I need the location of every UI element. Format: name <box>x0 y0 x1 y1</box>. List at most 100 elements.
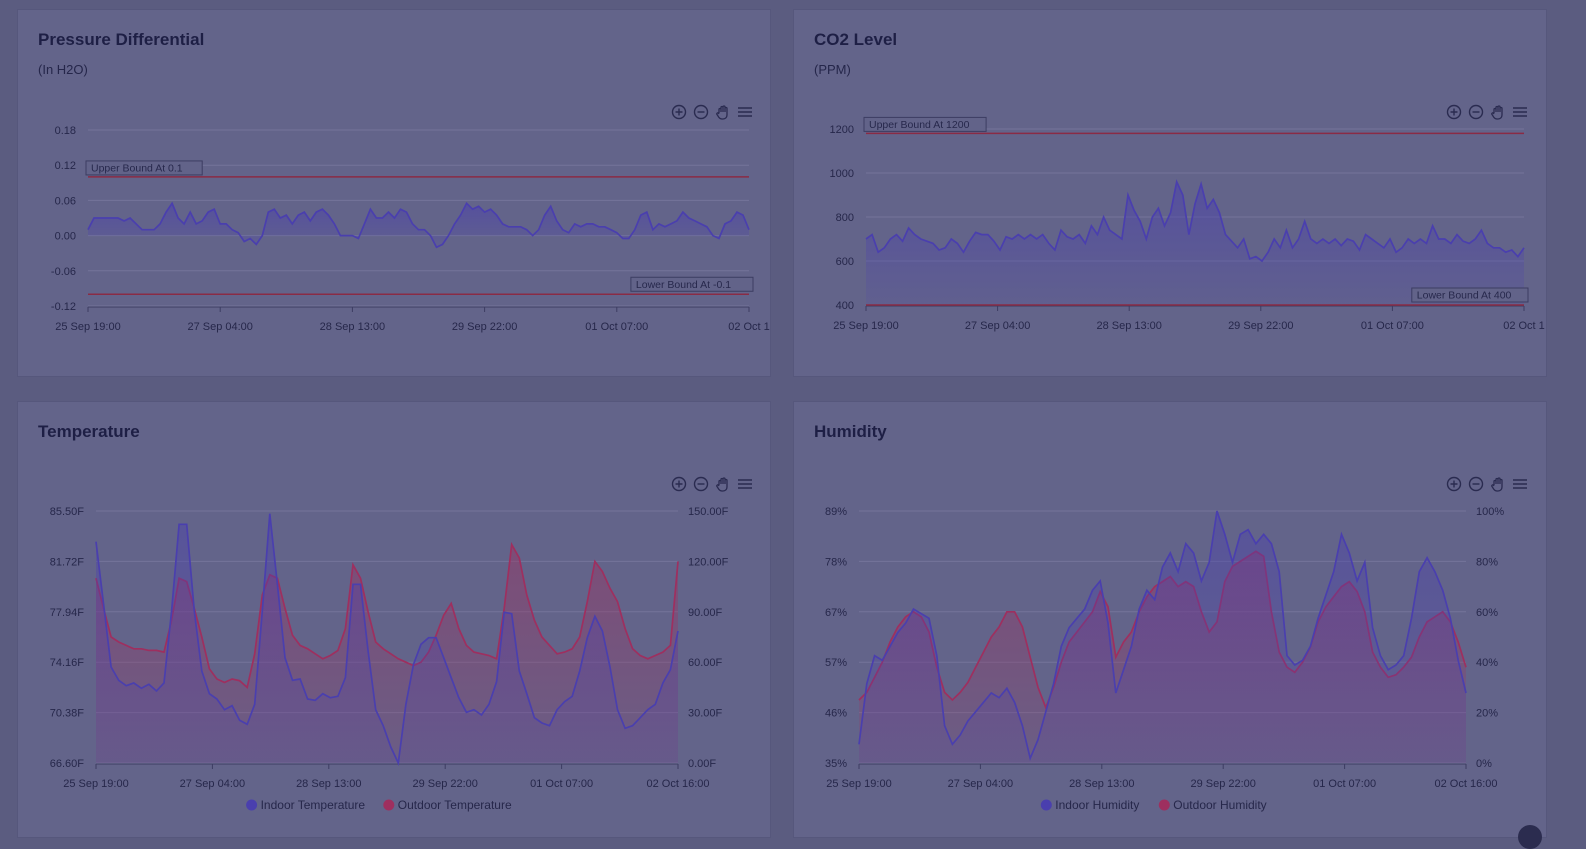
temperature-y-tick-label: 85.50F <box>50 506 85 518</box>
zoom-out-icon[interactable] <box>692 103 710 121</box>
humidity-x-tick-label: 25 Sep 19:00 <box>826 778 891 790</box>
humidity-x-tick-label: 28 Sep 13:00 <box>1069 778 1134 790</box>
co2-y-tick-label: 400 <box>836 300 854 312</box>
zoom-out-icon[interactable] <box>692 475 710 493</box>
co2-x-tick-label: 27 Sep 04:00 <box>965 320 1030 332</box>
temperature-y-tick-label: 66.60F <box>50 758 85 770</box>
humidity-series-area <box>859 511 1466 763</box>
humidity-x-tick-label: 29 Sep 22:00 <box>1190 778 1255 790</box>
humidity-y2-tick-label: 20% <box>1476 708 1498 720</box>
pressure-bound-label: Upper Bound At 0.1 <box>85 160 203 176</box>
temperature-series-area <box>96 544 678 763</box>
pressure-y-tick-label: -0.12 <box>51 301 76 313</box>
temperature-legend-item[interactable]: Indoor Temperature <box>246 798 365 812</box>
menu-icon[interactable] <box>736 475 754 493</box>
co2-x-tick-label: 01 Oct 07:00 <box>1361 320 1424 332</box>
co2-y-tick-label: 800 <box>836 212 854 224</box>
humidity-y-tick-label: 78% <box>825 556 847 568</box>
pressure-x-tick-label: 25 Sep 19:00 <box>55 321 120 333</box>
pressure-y-tick-label: -0.06 <box>51 266 76 278</box>
humidity-x-tick-label: 27 Sep 04:00 <box>948 778 1013 790</box>
zoom-out-icon[interactable] <box>1467 103 1485 121</box>
pressure-bound-label: Lower Bound At -0.1 <box>630 276 754 292</box>
humidity-legend-item[interactable]: Indoor Humidity <box>1040 798 1140 812</box>
humidity-y-tick-label: 46% <box>825 708 847 720</box>
temperature-panel: Temperature 85.50F 81.72F 77.94F 74.16F 70.3… <box>18 402 770 837</box>
co2-title: CO2 Level <box>814 30 898 49</box>
co2-panel: CO2 Level (PPM) 1200 1000 800 600 400 25 Sep … <box>794 10 1546 376</box>
temperature-chart: 85.50F 81.72F 77.94F 74.16F 70.38F 66.60F 150.… <box>50 506 729 812</box>
temperature-y-tick-label: 77.94F <box>50 607 85 619</box>
temperature-x-tick-label: 02 Oct 16:00 <box>647 778 710 790</box>
temperature-x-tick-label: 29 Sep 22:00 <box>412 778 477 790</box>
pressure-title: Pressure Differential <box>38 30 205 49</box>
humidity-y-tick-label: 89% <box>825 506 847 518</box>
humidity-y2-tick-label: 60% <box>1476 607 1498 619</box>
svg-text:Upper Bound At 0.1: Upper Bound At 0.1 <box>91 162 183 174</box>
zoom-in-icon[interactable] <box>670 475 688 493</box>
co2-series-area <box>866 181 1524 305</box>
co2-y-tick-label: 600 <box>836 256 854 268</box>
pressure-toolbar <box>670 103 754 121</box>
menu-icon[interactable] <box>736 103 754 121</box>
co2-x-tick-label: 25 Sep 19:00 <box>833 320 898 332</box>
pressure-y-tick-label: 0.00 <box>55 231 76 243</box>
pressure-subtitle: (In H2O) <box>38 62 88 77</box>
co2-bound-label: Upper Bound At 1200 <box>863 116 987 132</box>
temperature-y2-tick-label: 120.00F <box>688 556 729 568</box>
temperature-y2-tick-label: 90.00F <box>688 607 723 619</box>
co2-y-tick-label: 1200 <box>830 124 854 136</box>
humidity-series-line <box>858 510 1467 762</box>
temperature-x-tick-label: 01 Oct 07:00 <box>530 778 593 790</box>
zoom-in-icon[interactable] <box>1445 475 1463 493</box>
humidity-panel: Humidity 89% 78% 67% 57% 46% 35% 100% 80% 60% 40%… <box>794 402 1546 849</box>
pressure-y-tick-label: 0.18 <box>55 125 76 137</box>
humidity-y2-tick-label: 100% <box>1476 506 1504 518</box>
humidity-toolbar <box>1445 475 1529 493</box>
pressure-panel: Pressure Differential (In H2O) 0.18 0.12 0… <box>18 10 770 376</box>
humidity-x-tick-label: 01 Oct 07:00 <box>1313 778 1376 790</box>
temperature-y2-tick-label: 150.00F <box>688 506 729 518</box>
temperature-toolbar <box>670 475 754 493</box>
svg-text:Lower Bound At 400: Lower Bound At 400 <box>1417 290 1512 302</box>
pressure-x-tick-label: 01 Oct 07:00 <box>585 321 648 333</box>
humidity-legend-item[interactable]: Outdoor Humidity <box>1158 798 1267 812</box>
svg-text:Indoor Temperature: Indoor Temperature <box>261 798 366 812</box>
humidity-chart: 89% 78% 67% 57% 46% 35% 100% 80% 60% 40% 20% 0% 25 S… <box>825 506 1504 812</box>
temperature-legend-item[interactable]: Outdoor Temperature <box>383 798 512 812</box>
svg-text:Outdoor Humidity: Outdoor Humidity <box>1173 798 1266 812</box>
svg-text:Indoor Humidity: Indoor Humidity <box>1055 798 1139 812</box>
co2-toolbar <box>1445 103 1529 121</box>
temperature-title: Temperature <box>38 422 140 441</box>
co2-series-line <box>865 179 1525 263</box>
zoom-in-icon[interactable] <box>670 103 688 121</box>
co2-chart: 1200 1000 800 600 400 25 Sep 19:00 27 Sep 04:0… <box>830 116 1545 332</box>
humidity-y-tick-label: 35% <box>825 758 847 770</box>
menu-icon[interactable] <box>1511 475 1529 493</box>
svg-text:Outdoor Temperature: Outdoor Temperature <box>398 798 512 812</box>
zoom-out-icon[interactable] <box>1467 475 1485 493</box>
pressure-x-tick-label: 28 Sep 13:00 <box>320 321 385 333</box>
temperature-y2-tick-label: 0.00F <box>688 758 716 770</box>
temperature-y2-tick-label: 30.00F <box>688 708 723 720</box>
co2-subtitle: (PPM) <box>814 62 851 77</box>
pan-hand-icon[interactable] <box>1489 103 1507 121</box>
svg-text:Upper Bound At 1200: Upper Bound At 1200 <box>869 119 970 131</box>
pan-hand-icon[interactable] <box>1489 475 1507 493</box>
humidity-y-tick-label: 57% <box>825 657 847 669</box>
pressure-chart: 0.18 0.12 0.06 0.00 -0.06 -0.12 25 Sep 19:00 27… <box>51 125 770 333</box>
humidity-x-tick-label: 02 Oct 16:00 <box>1435 778 1498 790</box>
pressure-series-area <box>88 203 749 248</box>
pan-hand-icon[interactable] <box>714 475 732 493</box>
humidity-y2-tick-label: 80% <box>1476 556 1498 568</box>
humidity-y2-tick-label: 40% <box>1476 657 1498 669</box>
temperature-y2-tick-label: 60.00F <box>688 657 723 669</box>
menu-icon[interactable] <box>1511 103 1529 121</box>
co2-bound-label: Lower Bound At 400 <box>1411 287 1529 303</box>
temperature-series-line <box>95 513 679 767</box>
pan-hand-icon[interactable] <box>714 103 732 121</box>
temperature-x-tick-label: 27 Sep 04:00 <box>180 778 245 790</box>
pressure-series-line <box>87 201 750 249</box>
co2-x-tick-label: 29 Sep 22:00 <box>1228 320 1293 332</box>
zoom-in-icon[interactable] <box>1445 103 1463 121</box>
